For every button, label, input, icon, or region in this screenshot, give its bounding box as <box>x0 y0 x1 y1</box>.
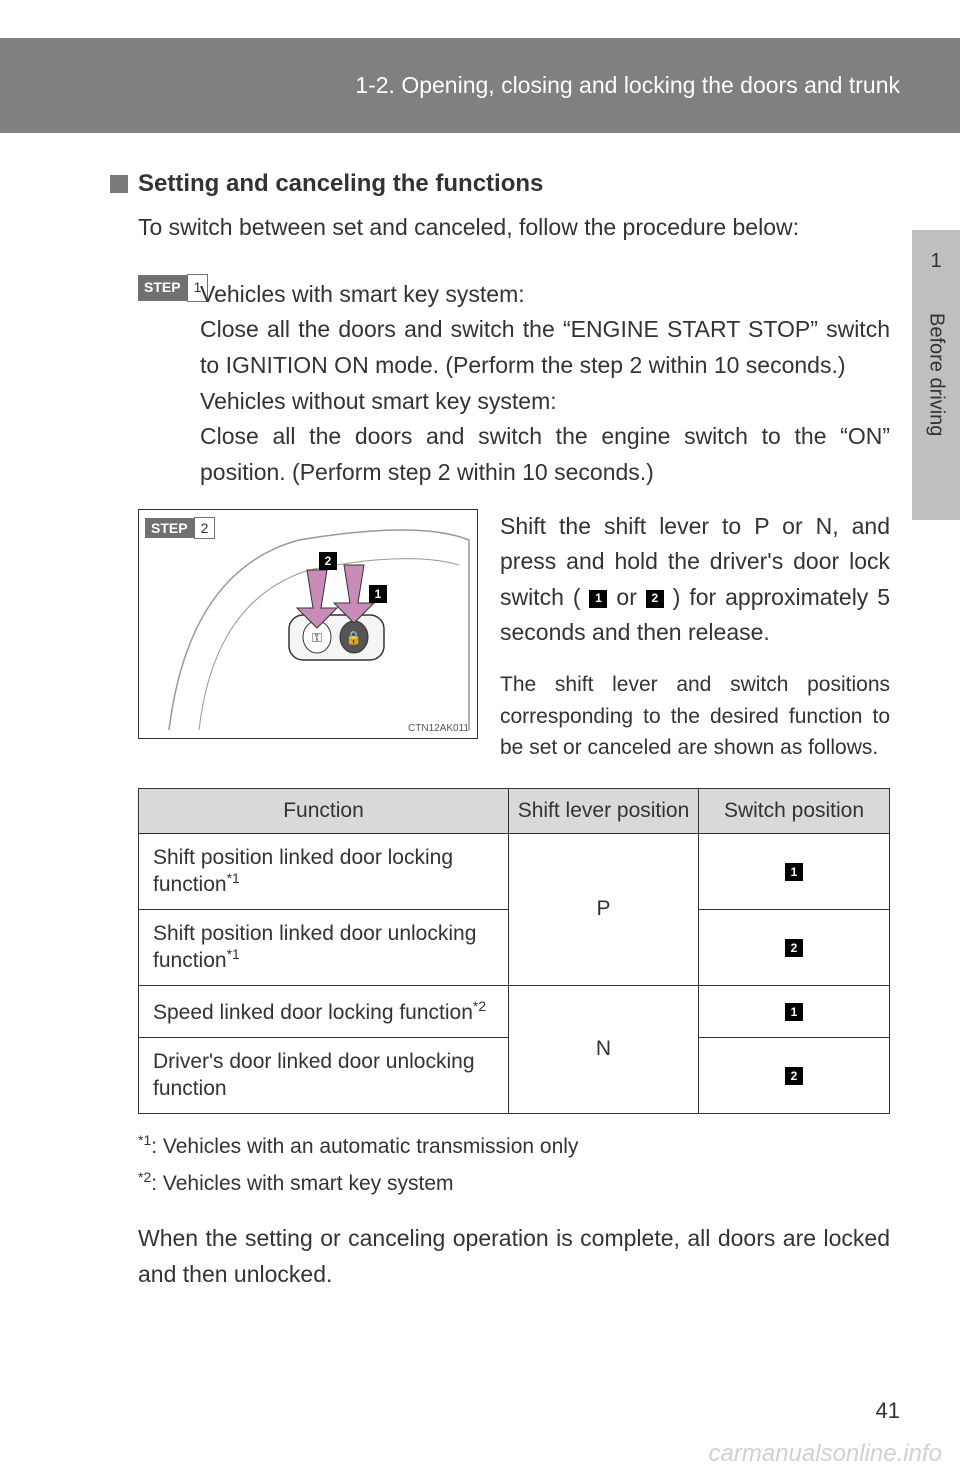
inline-icon-2: 2 <box>646 590 664 608</box>
shift-p-cell: P <box>509 833 699 985</box>
side-tab: 1 Before driving <box>912 230 960 520</box>
footnotes: *1: Vehicles with an automatic transmiss… <box>138 1128 890 1204</box>
page-content: Setting and canceling the functions To s… <box>110 170 890 1292</box>
door-switch-illustration: ⚿ 🔒 <box>139 510 478 739</box>
switch-icon: 1 <box>785 863 803 881</box>
chapter-number: 1 <box>930 250 941 273</box>
svg-text:⚿: ⚿ <box>312 630 322 645</box>
fn1-text: : Vehicles with an automatic transmissio… <box>151 1135 578 1158</box>
function-table: Function Shift lever position Switch pos… <box>138 788 890 1114</box>
step1-block: STEP 1 Vehicles with smart key system: C… <box>138 269 890 490</box>
th-switch: Switch position <box>699 788 890 833</box>
shift-n-cell: N <box>509 985 699 1113</box>
step1-line2: Close all the doors and switch the “ENGI… <box>200 312 890 383</box>
chapter-label: Before driving <box>925 313 948 436</box>
th-shift: Shift lever position <box>509 788 699 833</box>
heading-row: Setting and canceling the functions <box>110 170 890 198</box>
step1-line3: Vehicles without smart key system: <box>200 384 890 420</box>
table-row: Speed linked door locking function*2 N 1 <box>139 985 890 1037</box>
svg-text:🔒: 🔒 <box>346 630 362 645</box>
switch-icon: 1 <box>785 1003 803 1021</box>
watermark: carmanualsonline.info <box>709 1440 942 1468</box>
diagram: STEP 2 ⚿ 🔒 1 2 CTN12AK011 <box>138 509 478 739</box>
header-bar: 1-2. Opening, closing and locking the do… <box>0 38 960 133</box>
final-text: When the setting or canceling operation … <box>138 1221 890 1292</box>
func-cell: Speed linked door locking function <box>153 1001 473 1024</box>
table-row: Shift position linked door locking funct… <box>139 833 890 909</box>
step1-line4: Close all the doors and switch the engin… <box>200 419 890 490</box>
func-note: *1 <box>227 946 240 962</box>
diagram-code: CTN12AK011 <box>408 723 469 734</box>
switch-icon: 2 <box>785 939 803 957</box>
func-cell: Driver's door linked door unlocking func… <box>153 1050 475 1100</box>
section-title: 1-2. Opening, closing and locking the do… <box>355 72 900 99</box>
heading: Setting and canceling the functions <box>138 170 543 198</box>
func-cell: Shift position linked door locking funct… <box>153 846 453 896</box>
step2-row: STEP 2 ⚿ 🔒 1 2 CTN12AK011 Shift <box>138 509 890 764</box>
fn2-text: : Vehicles with smart key system <box>151 1172 453 1195</box>
page-number: 41 <box>876 1398 900 1424</box>
func-note: *2 <box>473 998 486 1014</box>
step1-line1: Vehicles with smart key system: <box>200 277 890 313</box>
func-cell: Shift position linked door unlocking fun… <box>153 922 476 972</box>
step2-text: Shift the shift lever to P or N, and pre… <box>500 509 890 764</box>
step2-subtext: The shift lever and switch positions cor… <box>500 669 890 764</box>
callout-1-icon: 1 <box>369 585 387 603</box>
func-note: *1 <box>227 870 240 886</box>
switch-icon: 2 <box>785 1067 803 1085</box>
th-function: Function <box>139 788 509 833</box>
square-bullet-icon <box>110 175 128 193</box>
fn2-mark: *2 <box>138 1169 151 1185</box>
fn1-mark: *1 <box>138 1132 151 1148</box>
inline-icon-1: 1 <box>589 590 607 608</box>
step-label: STEP <box>138 275 187 301</box>
callout-2-icon: 2 <box>319 552 337 570</box>
step2-text-b: or <box>616 584 645 610</box>
step1-badge: STEP 1 <box>138 276 208 300</box>
intro-text: To switch between set and canceled, foll… <box>138 212 890 243</box>
